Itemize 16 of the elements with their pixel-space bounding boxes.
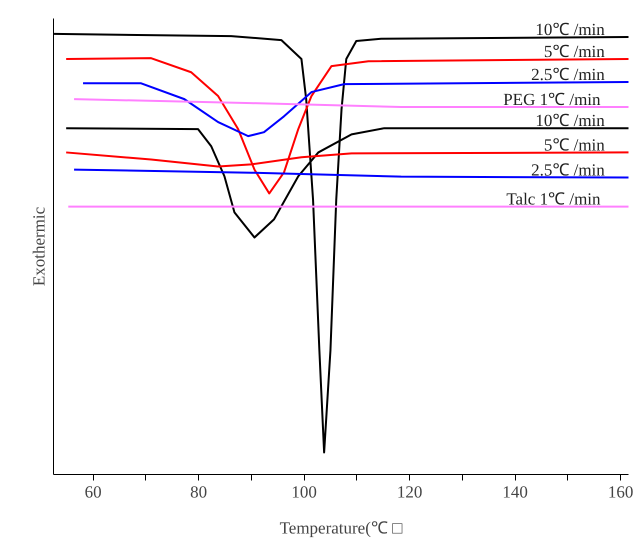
series-label: 10℃ /min (535, 111, 606, 130)
x-tick-label: 60 (84, 482, 102, 502)
x-axis-title: Temperature(℃ □ (280, 518, 404, 538)
x-tick-label: 160 (608, 482, 634, 502)
x-tick-label: 80 (190, 482, 208, 502)
x-tick-label: 120 (396, 482, 422, 502)
x-tick-label: 140 (502, 482, 528, 502)
series-label: Talc 1℃ /min (506, 190, 602, 209)
series-label: 5℃ /min (544, 135, 606, 154)
x-tick-label: 100 (291, 482, 317, 502)
series-label: PEG 1℃ /min (503, 90, 602, 110)
series-label: 2.5℃ /min (531, 64, 606, 84)
y-axis-title: Exothermic (30, 206, 48, 286)
series-label: 5℃ /min (544, 42, 606, 62)
series-label: 2.5℃ /min (531, 160, 606, 180)
series-label: 10℃ /min (535, 20, 606, 40)
